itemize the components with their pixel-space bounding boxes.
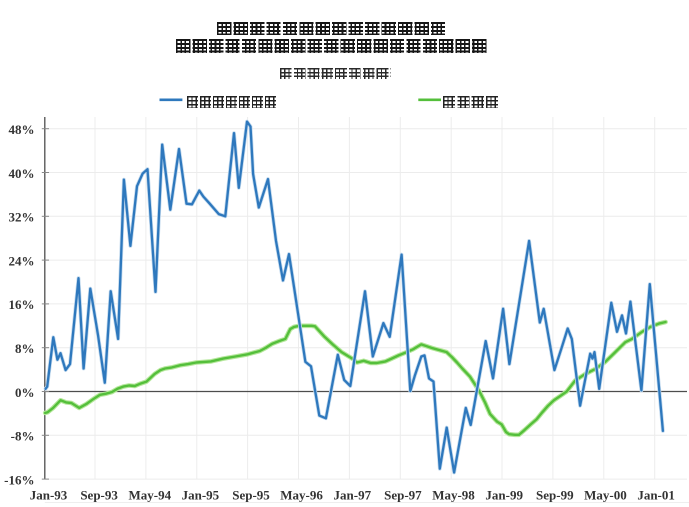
svg-text:Sep-95: Sep-95: [232, 488, 270, 503]
svg-text:May-94: May-94: [128, 488, 171, 503]
svg-text:48%: 48%: [9, 122, 35, 137]
svg-text:Sep-93: Sep-93: [80, 488, 118, 503]
svg-text:May-00: May-00: [584, 488, 627, 503]
svg-text:Jan-93: Jan-93: [30, 488, 68, 503]
svg-text:May-96: May-96: [280, 488, 323, 503]
svg-text:Jan-95: Jan-95: [182, 488, 220, 503]
svg-text:May-98: May-98: [432, 488, 475, 503]
svg-text:-16%: -16%: [4, 472, 34, 487]
svg-text:-8%: -8%: [11, 429, 35, 444]
svg-text:16%: 16%: [9, 297, 35, 312]
svg-text:Jan-97: Jan-97: [334, 488, 372, 503]
svg-text:40%: 40%: [9, 166, 35, 181]
svg-text:Jan-01: Jan-01: [637, 488, 675, 503]
svg-text:32%: 32%: [9, 210, 35, 225]
svg-text:24%: 24%: [9, 253, 35, 268]
svg-text:8%: 8%: [15, 341, 35, 356]
svg-text:Sep-99: Sep-99: [536, 488, 574, 503]
svg-text:0%: 0%: [15, 385, 35, 400]
svg-text:Sep-97: Sep-97: [384, 488, 422, 503]
svg-text:Jan-99: Jan-99: [485, 488, 523, 503]
